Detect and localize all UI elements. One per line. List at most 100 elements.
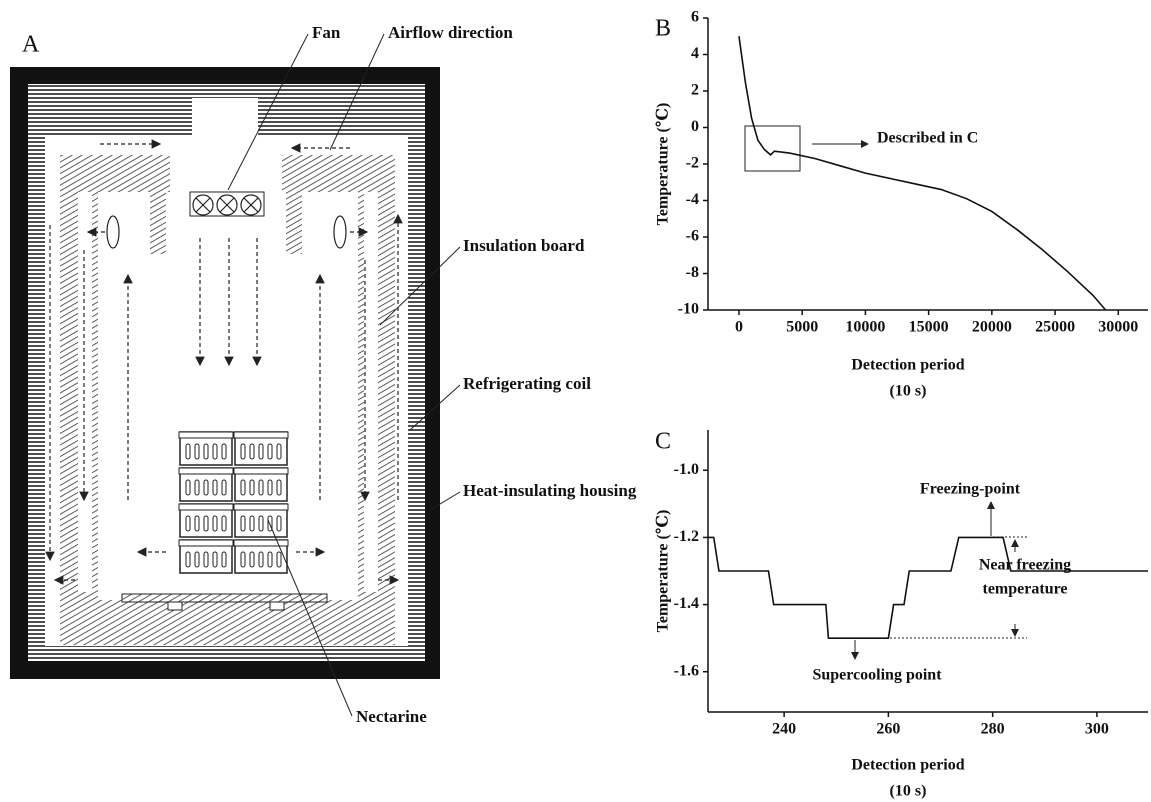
fan-opening xyxy=(192,98,258,143)
crate-rim xyxy=(233,467,289,475)
x-tick-label: 260 xyxy=(876,721,900,738)
crate-rim xyxy=(233,503,289,511)
y-tick-label: 0 xyxy=(691,118,699,135)
diagram-label: Fan xyxy=(312,23,341,42)
pallet-foot xyxy=(269,601,285,611)
data-line xyxy=(738,36,1107,311)
crate-slot xyxy=(258,551,264,568)
fans xyxy=(106,194,347,249)
y-tick-label: -4 xyxy=(686,191,699,208)
x-axis-title: Detection period xyxy=(851,757,964,774)
pallet xyxy=(121,593,328,603)
baffle xyxy=(286,192,302,254)
highlight-box xyxy=(744,125,801,172)
crate-slot xyxy=(212,443,218,460)
crate-slot xyxy=(203,443,209,460)
crate-slot xyxy=(240,515,246,532)
x-tick-label: 10000 xyxy=(845,319,885,336)
x-axis-title: Detection period xyxy=(851,357,964,374)
crate-slot xyxy=(185,479,191,496)
crate-rim xyxy=(178,431,234,439)
crate-slot xyxy=(221,515,227,532)
y-tick-label: -8 xyxy=(686,264,699,281)
diagram-label: Airflow direction xyxy=(388,23,513,42)
crate-rim xyxy=(178,503,234,511)
panel-letter: A xyxy=(22,32,40,58)
annotation: Supercooling point xyxy=(812,667,942,684)
y-tick-label: -10 xyxy=(678,301,699,318)
crate-slot xyxy=(203,551,209,568)
x-tick-label: 15000 xyxy=(909,319,949,336)
crate-slot xyxy=(249,479,255,496)
y-tick-label: -1.4 xyxy=(674,595,699,612)
x-axis-title: (10 s) xyxy=(890,383,927,400)
baffle xyxy=(150,192,166,254)
y-tick-label: -2 xyxy=(686,155,699,172)
crate-slot xyxy=(212,515,218,532)
annotation: temperature xyxy=(983,581,1068,598)
crate-slot xyxy=(267,443,273,460)
crate-slot xyxy=(276,443,282,460)
airflow-arrows xyxy=(45,139,403,585)
x-tick-label: 0 xyxy=(735,319,743,336)
diagram: A xyxy=(10,23,637,726)
crate-slot xyxy=(267,479,273,496)
crate-slot xyxy=(203,515,209,532)
crate-slot xyxy=(249,443,255,460)
pallet-foot xyxy=(167,601,183,611)
crate-slot xyxy=(249,515,255,532)
x-tick-label: 240 xyxy=(772,721,796,738)
crate-rim xyxy=(178,467,234,475)
crate-slot xyxy=(221,551,227,568)
y-tick-label: 4 xyxy=(691,45,699,62)
y-axis-title: Temperature (℃) xyxy=(655,510,672,633)
y-tick-label: 2 xyxy=(691,82,699,99)
data-line xyxy=(708,536,1148,639)
x-tick-label: 25000 xyxy=(1035,319,1075,336)
crate-slot xyxy=(221,479,227,496)
crate-slot xyxy=(276,479,282,496)
crate-slot xyxy=(194,515,200,532)
y-tick-label: -6 xyxy=(686,228,699,245)
crate-slot xyxy=(194,479,200,496)
crate-slot xyxy=(212,551,218,568)
y-tick-label: -1.2 xyxy=(674,528,699,545)
diagram-label: Refrigerating coil xyxy=(463,374,591,393)
diagram-label: Heat-insulating housing xyxy=(463,481,637,500)
crate-slot xyxy=(185,551,191,568)
crate-slot xyxy=(258,515,264,532)
crate-slot xyxy=(249,551,255,568)
crate-slot xyxy=(203,479,209,496)
x-tick-label: 30000 xyxy=(1098,319,1138,336)
x-tick-label: 280 xyxy=(981,721,1005,738)
crate-rim xyxy=(233,431,289,439)
panel-letter: C xyxy=(655,429,671,455)
annotation: Near freezing xyxy=(979,557,1071,574)
duct xyxy=(364,192,378,592)
y-tick-label: 6 xyxy=(691,9,699,26)
crate-rim xyxy=(178,539,234,547)
crate-slot xyxy=(185,443,191,460)
fan-gap xyxy=(170,150,282,195)
panel-letter: B xyxy=(655,16,671,42)
crate-rim xyxy=(233,539,289,547)
crate-slot xyxy=(258,479,264,496)
crate-slot xyxy=(240,443,246,460)
chamber xyxy=(98,192,358,600)
crate-slot xyxy=(276,515,282,532)
y-tick-label: -1.0 xyxy=(674,461,699,478)
x-axis-title: (10 s) xyxy=(890,783,927,800)
x-tick-label: 5000 xyxy=(786,319,818,336)
diagram-label: Insulation board xyxy=(463,236,585,255)
x-tick-label: 20000 xyxy=(972,319,1012,336)
crate-slot xyxy=(185,515,191,532)
crate-slot xyxy=(194,443,200,460)
crate-slot xyxy=(212,479,218,496)
crate-slot xyxy=(240,479,246,496)
x-tick-label: 300 xyxy=(1085,721,1109,738)
duct xyxy=(78,192,92,592)
crates xyxy=(178,431,289,574)
crate-slot xyxy=(267,515,273,532)
crate-slot xyxy=(258,443,264,460)
